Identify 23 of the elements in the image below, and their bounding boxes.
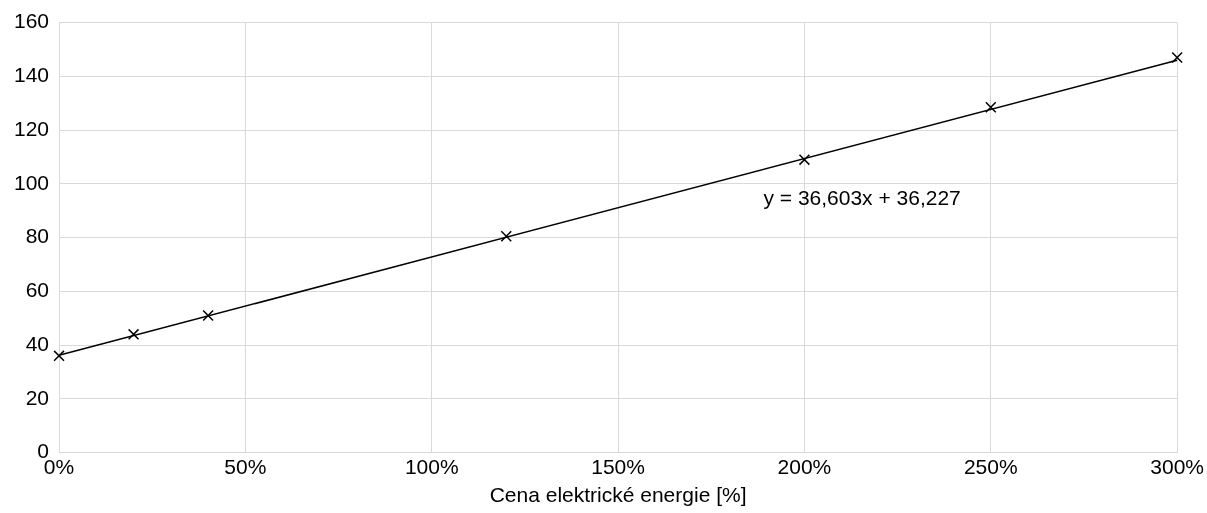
point — [500, 230, 512, 242]
x-axis-title: Cena elektrické energie [%] — [489, 483, 747, 507]
y-tick-label: 140 — [13, 63, 50, 87]
x-tick-label: 50% — [224, 455, 267, 478]
y-tick-label: 60 — [25, 278, 50, 302]
point — [127, 328, 140, 341]
point — [985, 101, 997, 113]
y-tick-label: 80 — [25, 224, 50, 248]
point — [53, 350, 65, 362]
annotation: y = 36,603x + 36,227 — [763, 185, 961, 209]
x-tick-label: 200% — [777, 455, 832, 478]
x-tick-label: 150% — [591, 455, 645, 478]
point — [202, 309, 214, 322]
y-tick-label: 120 — [13, 116, 50, 140]
point — [798, 153, 811, 166]
point — [1171, 51, 1183, 64]
y-tick-label: 100 — [13, 170, 50, 194]
y-tick-label: 160 — [13, 9, 50, 33]
x-tick-label: 250% — [963, 455, 1018, 478]
x-tick-label: 300% — [1150, 455, 1204, 478]
x-tick-label: 100% — [404, 455, 459, 478]
y-tick-label: 20 — [25, 385, 50, 409]
y-tick-label: 40 — [25, 331, 50, 355]
